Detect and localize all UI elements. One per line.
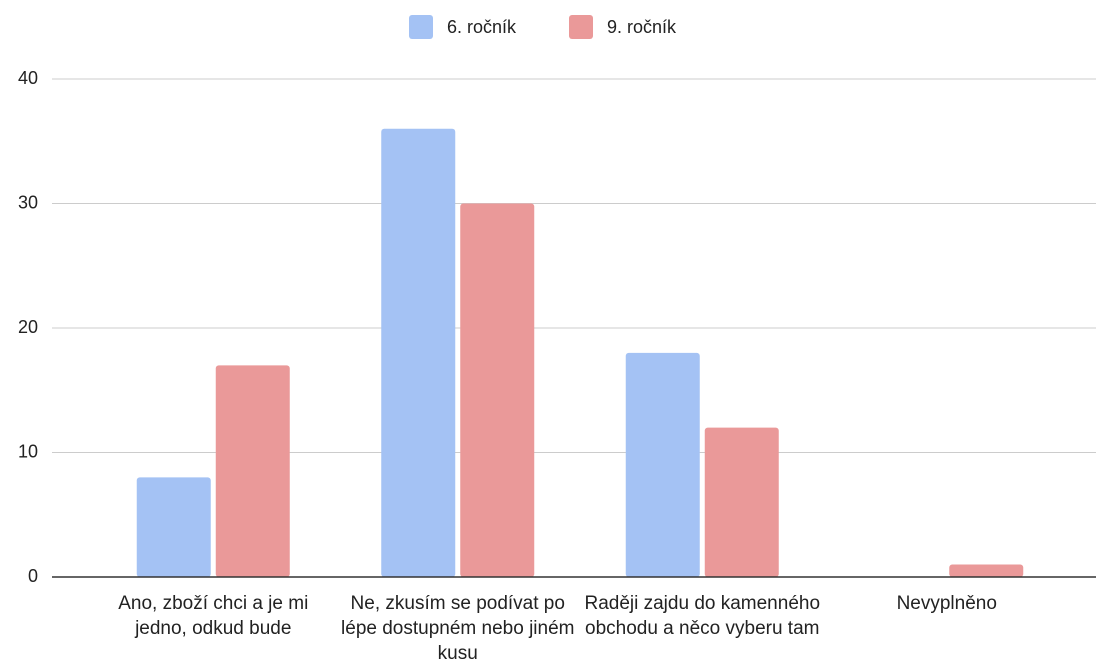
legend-label: 6. ročník <box>447 17 517 37</box>
legend-swatch <box>409 15 433 39</box>
x-tick-label: Ano, zboží chci a je mi jedno, odkud bud… <box>118 593 309 639</box>
bar <box>704 427 779 577</box>
bar <box>625 352 700 577</box>
y-tick-label: 40 <box>18 68 38 88</box>
legend-label: 9. ročník <box>607 17 677 37</box>
bar <box>215 365 290 577</box>
x-tick-label: Nevyplněno <box>896 593 997 614</box>
y-tick-label: 20 <box>18 317 38 337</box>
bar <box>136 477 211 577</box>
bar <box>381 128 456 578</box>
y-tick-label: 30 <box>18 192 38 212</box>
x-tick-label: Raději zajdu do kamenného obchodu a něco… <box>584 593 821 639</box>
legend-swatch <box>569 15 593 39</box>
x-tick-label: Ne, zkusím se podívat po lépe dostupném … <box>341 593 575 664</box>
y-tick-label: 10 <box>18 441 38 461</box>
y-tick-label: 0 <box>28 566 38 586</box>
bar <box>460 203 535 577</box>
bar <box>949 564 1024 577</box>
